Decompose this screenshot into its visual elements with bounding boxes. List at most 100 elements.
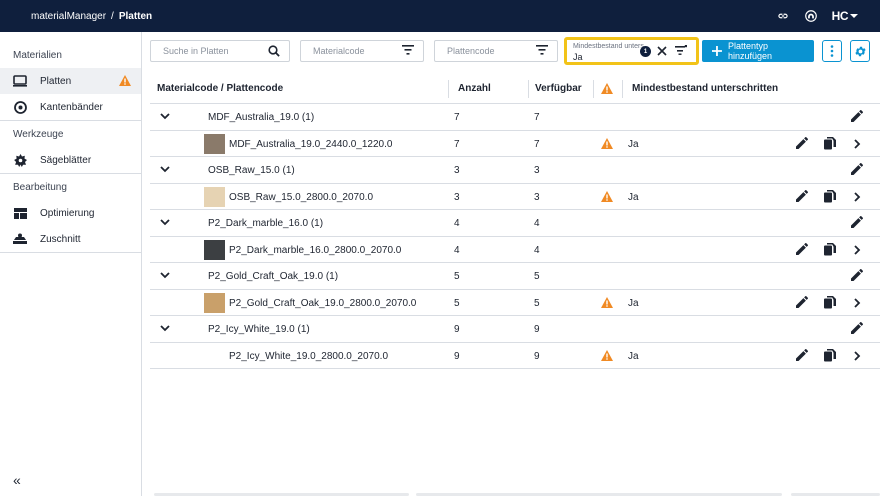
warning-icon — [119, 75, 131, 89]
header-code[interactable]: Materialcode / Plattencode — [157, 83, 284, 94]
materialcode-placeholder: Materialcode — [313, 46, 365, 56]
sidebar-item-optimierung[interactable]: Optimierung — [0, 200, 141, 226]
verfuegbar-cell: 4 — [534, 244, 540, 256]
verfuegbar-cell: 9 — [534, 350, 540, 362]
anzahl-cell: 3 — [454, 165, 460, 176]
horizontal-scrollbar[interactable] — [148, 492, 880, 496]
verfuegbar-cell: 4 — [534, 218, 540, 229]
warning-icon — [601, 296, 613, 311]
sidebar: Materialien Platten Kantenbänder Werkzeu… — [0, 32, 142, 496]
anzahl-cell: 9 — [454, 324, 460, 335]
search-input[interactable]: Suche in Platten — [150, 40, 290, 62]
sidebar-item-zuschnitt[interactable]: Zuschnitt — [0, 226, 141, 252]
mindest-cell: Ja — [628, 138, 639, 150]
chevron-right-icon[interactable] — [854, 138, 861, 152]
edit-icon[interactable] — [851, 321, 864, 337]
table-row[interactable]: P2_Icy_White_19.0_2800.0_2070.0 9 9 Ja — [150, 343, 880, 369]
copy-icon[interactable] — [824, 348, 836, 365]
anzahl-cell: 7 — [454, 112, 460, 123]
support-icon[interactable] — [804, 9, 818, 23]
chevron-down-icon[interactable] — [160, 165, 170, 176]
copy-icon[interactable] — [824, 242, 836, 259]
hc-logo: HC — [831, 9, 849, 23]
anzahl-cell: 4 — [454, 218, 460, 229]
edit-icon[interactable] — [796, 295, 809, 311]
edit-icon[interactable] — [796, 136, 809, 152]
platte-name: OSB_Raw_15.0_2800.0_2070.0 — [229, 191, 374, 203]
more-vert-icon — [830, 45, 834, 57]
table-row[interactable]: P2_Gold_Craft_Oak_19.0_2800.0_2070.0 5 5… — [150, 290, 880, 316]
add-plattentyp-button[interactable]: Plattentyp hinzufügen — [702, 40, 814, 62]
edit-icon[interactable] — [796, 189, 809, 205]
group-row[interactable]: OSB_Raw_15.0 (1) 3 3 — [150, 157, 880, 184]
sidebar-item-platten[interactable]: Platten — [0, 68, 141, 94]
verfuegbar-cell: 7 — [534, 138, 540, 150]
search-placeholder: Suche in Platten — [163, 46, 229, 56]
warning-icon — [601, 137, 613, 152]
mindest-cell: Ja — [628, 191, 639, 203]
chevron-right-icon[interactable] — [854, 350, 861, 364]
column-separator — [622, 80, 623, 98]
header-anzahl[interactable]: Anzahl — [458, 83, 491, 94]
edit-icon[interactable] — [851, 109, 864, 125]
anzahl-cell: 5 — [454, 297, 460, 309]
group-row[interactable]: P2_Gold_Craft_Oak_19.0 (1) 5 5 — [150, 263, 880, 290]
edit-icon[interactable] — [851, 268, 864, 284]
filter-count-badge: 1 — [640, 46, 651, 57]
copy-icon[interactable] — [824, 295, 836, 312]
column-separator — [448, 80, 449, 98]
mindestbestand-filter[interactable]: Mindestbestand unters... Ja 1 — [564, 37, 699, 65]
clear-filter-icon[interactable] — [657, 46, 667, 58]
chevron-down-icon[interactable] — [160, 271, 170, 282]
top-bar: materialManager / Platten HC — [0, 0, 880, 32]
verfuegbar-cell: 5 — [534, 271, 540, 282]
monitor-icon — [13, 74, 27, 88]
materialcode-filter[interactable]: Materialcode — [300, 40, 424, 62]
group-name: P2_Icy_White_19.0 (1) — [208, 324, 310, 335]
mindestbestand-filter-label: Mindestbestand unters... — [573, 43, 650, 50]
warning-icon — [601, 190, 613, 205]
table-row[interactable]: OSB_Raw_15.0_2800.0_2070.0 3 3 Ja — [150, 184, 880, 210]
edit-icon[interactable] — [851, 162, 864, 178]
filter-list-icon — [402, 45, 414, 57]
plattencode-filter[interactable]: Plattencode — [434, 40, 558, 62]
chevron-right-icon[interactable] — [854, 244, 861, 258]
anzahl-cell: 4 — [454, 244, 460, 256]
filter-list-icon[interactable] — [675, 44, 688, 57]
filter-list-icon — [536, 45, 548, 57]
copy-icon[interactable] — [824, 136, 836, 153]
table-header: Materialcode / Plattencode Anzahl Verfüg… — [150, 74, 880, 104]
table-row[interactable]: P2_Dark_marble_16.0_2800.0_2070.0 4 4 — [150, 237, 880, 263]
header-mindestbestand[interactable]: Mindestbestand unterschritten — [632, 83, 779, 94]
column-separator — [593, 80, 594, 98]
chevron-down-icon[interactable] — [160, 324, 170, 335]
sidebar-item-saegeblaetter[interactable]: Sägeblätter — [0, 147, 141, 173]
user-menu[interactable]: HC — [832, 9, 858, 23]
copy-icon[interactable] — [824, 189, 836, 206]
sidebar-item-kantenbaender[interactable]: Kantenbänder — [0, 94, 141, 120]
chevron-right-icon[interactable] — [854, 297, 861, 311]
app-name[interactable]: materialManager — [31, 10, 107, 22]
edit-icon[interactable] — [851, 215, 864, 231]
group-row[interactable]: P2_Icy_White_19.0 (1) 9 9 — [150, 316, 880, 343]
edit-icon[interactable] — [796, 348, 809, 364]
edit-icon[interactable] — [796, 242, 809, 258]
anzahl-cell: 7 — [454, 138, 460, 150]
add-plattentyp-label: Plattentyp hinzufügen — [727, 41, 772, 61]
chevron-right-icon[interactable] — [854, 191, 861, 205]
header-verfuegbar[interactable]: Verfügbar — [535, 83, 582, 94]
chevron-down-icon[interactable] — [160, 112, 170, 123]
more-options-button[interactable] — [822, 40, 842, 62]
plus-icon — [712, 46, 722, 56]
collapse-sidebar-button[interactable]: « — [13, 472, 21, 488]
group-name: P2_Gold_Craft_Oak_19.0 (1) — [208, 271, 339, 282]
mindest-cell: Ja — [628, 297, 639, 309]
chevron-down-icon[interactable] — [160, 218, 170, 229]
plattencode-placeholder: Plattencode — [447, 46, 495, 56]
settings-button[interactable] — [850, 40, 870, 62]
table-row[interactable]: MDF_Australia_19.0_2440.0_1220.0 7 7 Ja — [150, 131, 880, 157]
main-content: Suche in Platten Materialcode Plattencod… — [142, 32, 880, 496]
group-row[interactable]: MDF_Australia_19.0 (1) 7 7 — [150, 104, 880, 131]
link-icon[interactable] — [776, 9, 790, 23]
group-row[interactable]: P2_Dark_marble_16.0 (1) 4 4 — [150, 210, 880, 237]
